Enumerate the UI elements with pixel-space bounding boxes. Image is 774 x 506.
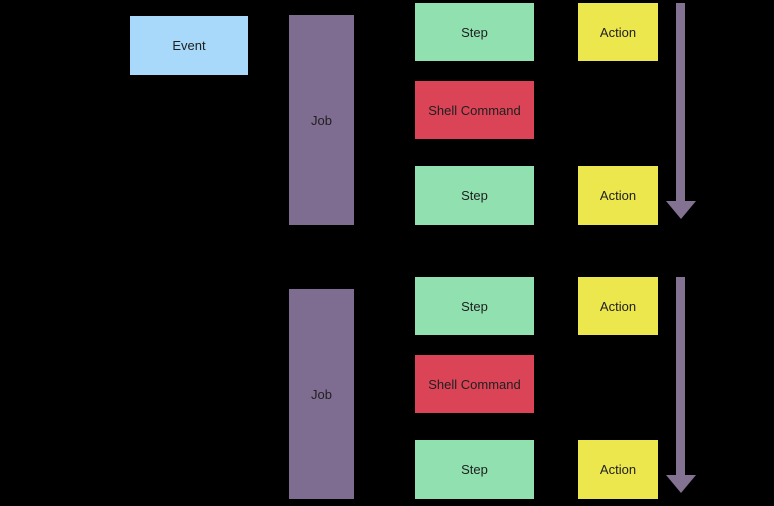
shell-command-node-1: Shell Command — [415, 81, 534, 139]
job-node-2: Job — [289, 289, 354, 499]
flow-arrow-1-down-arrowhead-icon — [666, 201, 696, 219]
action-node-1b: Action — [578, 166, 658, 225]
flow-arrow-1-line — [676, 3, 685, 201]
flow-arrow-2-down-arrowhead-icon — [666, 475, 696, 493]
action-node-1a: Action — [578, 3, 658, 61]
step-node-2a: Step — [415, 277, 534, 335]
step-node-1b: Step — [415, 166, 534, 225]
shell-command-node-2: Shell Command — [415, 355, 534, 413]
step-node-2b: Step — [415, 440, 534, 499]
flow-arrow-2-line — [676, 277, 685, 475]
action-node-2a: Action — [578, 277, 658, 335]
action-node-2b: Action — [578, 440, 658, 499]
event-node: Event — [130, 16, 248, 75]
job-node-1: Job — [289, 15, 354, 225]
step-node-1a: Step — [415, 3, 534, 61]
